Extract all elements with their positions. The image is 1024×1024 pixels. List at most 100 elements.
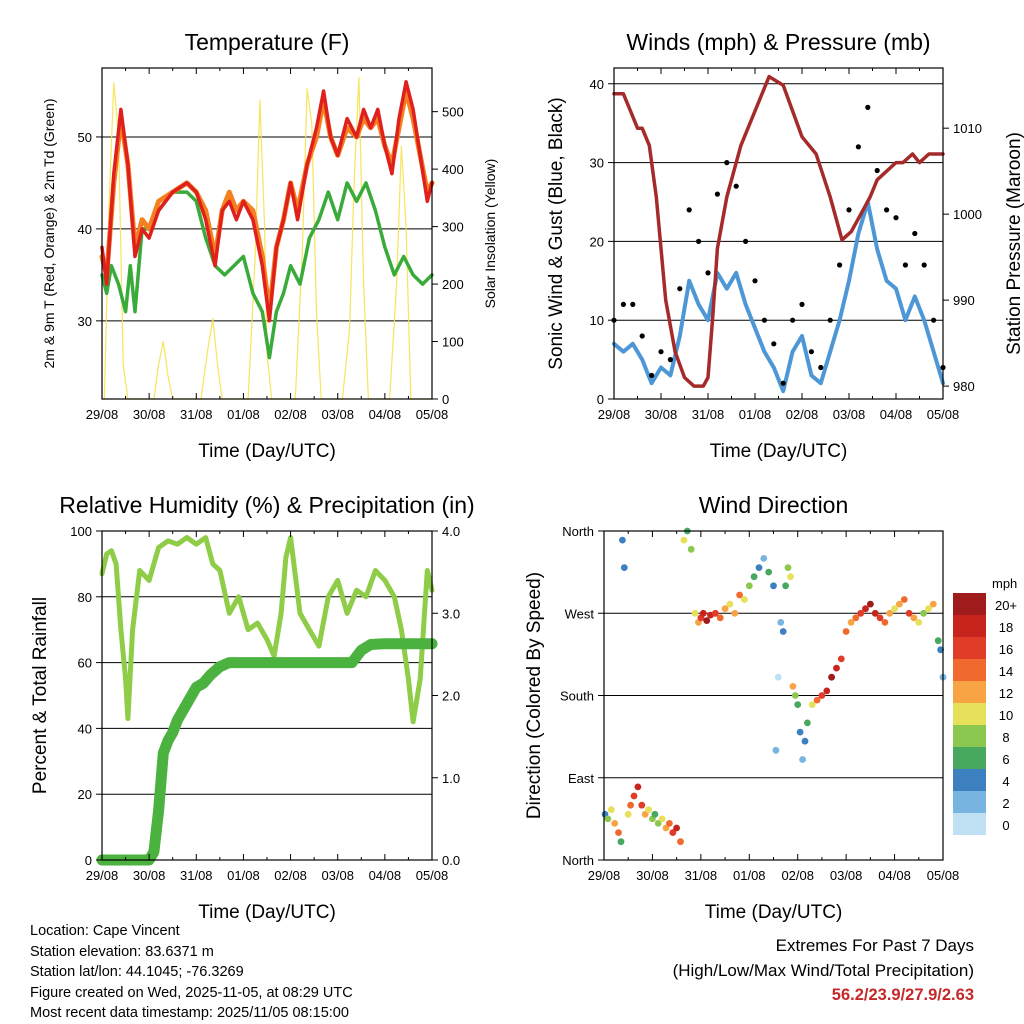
direction-xtick-label: 30/08 [636, 868, 669, 883]
winds-ytick-label: 20 [590, 234, 604, 249]
winds-xtick-label: 05/08 [927, 407, 960, 422]
humidity-ylabel: Percent & Total Rainfall [30, 597, 51, 794]
direction-point [638, 801, 646, 809]
gust-point [912, 230, 918, 237]
direction-ytick-label: South [560, 689, 594, 704]
direction-point [619, 536, 626, 544]
colorbar-swatch [953, 769, 986, 791]
direction-point [787, 573, 794, 581]
colorbar-swatch [953, 615, 986, 637]
gust-point [921, 262, 927, 268]
colorbar-label: 2 [1002, 796, 1009, 811]
direction-point [607, 806, 615, 814]
humidity-y2tick-label: 4.0 [442, 524, 460, 539]
direction-point [765, 568, 773, 576]
gust-point [827, 317, 833, 323]
colorbar-swatch [953, 725, 986, 747]
gust-point [743, 238, 749, 244]
direction-ytick-label: West [565, 606, 595, 621]
humidity-xtick-label: 31/08 [180, 868, 213, 883]
station-elevation: Station elevation: 83.6371 m [30, 943, 214, 960]
gust-point [658, 349, 664, 355]
direction-point [721, 605, 729, 613]
humidity-xtick-label: 01/08 [227, 868, 260, 883]
temperature-xlabel: Time (Day/UTC) [198, 441, 336, 462]
colorbar-swatch [953, 813, 986, 835]
direction-point [627, 801, 634, 809]
colorbar-label: 6 [1002, 752, 1009, 767]
winds-xtick-label: 02/08 [786, 407, 819, 422]
winds-y2label: Station Pressure (Maroon) [1004, 132, 1024, 355]
humidity-y2tick-label: 1.0 [442, 771, 460, 786]
colorbar-label: 0 [1002, 818, 1009, 833]
gust-point [799, 301, 805, 307]
gust-point [724, 160, 730, 166]
humidity-xtick-label: 29/08 [86, 868, 119, 883]
gust-point [780, 380, 786, 386]
extremes-values: 56.2/23.9/27.9/2.63 [831, 986, 974, 1004]
direction-ytick-label: North [562, 524, 594, 539]
gust-point [818, 364, 824, 371]
total-precipitation-line [96, 638, 438, 866]
gust-point [874, 167, 880, 174]
gust-point [855, 144, 862, 150]
direction-point [745, 582, 753, 590]
direction-point [624, 810, 632, 818]
direction-ytick-label: East [568, 771, 594, 786]
direction-point [796, 728, 804, 736]
gust-point [931, 317, 937, 323]
colorbar-title: mph [992, 576, 1017, 591]
humidity-ytick-label: 60 [78, 656, 92, 671]
direction-point [726, 600, 734, 608]
gust-point [705, 270, 711, 276]
colorbar-label: 16 [999, 642, 1013, 657]
t2m-line [100, 80, 434, 323]
station-pressure-line [612, 74, 945, 388]
direction-point [789, 683, 797, 690]
colorbar-label: 12 [999, 686, 1013, 701]
winds-ytick-label: 30 [590, 156, 604, 171]
humidity-y2tick-label: 3.0 [442, 606, 460, 621]
direction-point [837, 655, 845, 663]
winds-ylabel: Sonic Wind & Gust (Blue, Black) [546, 97, 567, 369]
station-location: Location: Cape Vincent [30, 923, 180, 939]
gust-point [771, 341, 777, 347]
winds-xlabel: Time (Day/UTC) [710, 441, 848, 462]
direction-point [929, 600, 937, 608]
colorbar-label: 14 [999, 664, 1013, 679]
humidity-ytick-label: 40 [78, 721, 92, 736]
colorbar-label: 20+ [995, 598, 1017, 613]
temperature-y2tick-label: 0 [442, 392, 449, 407]
temperature-y2tick-label: 200 [442, 277, 464, 292]
winds-xtick-label: 04/08 [880, 407, 913, 422]
station-latlon: Station lat/lon: 44.1045; -76.3269 [30, 964, 244, 981]
station-info: Location: Cape Vincent Station elevation… [30, 921, 353, 1024]
direction-point [760, 555, 768, 562]
direction-point [799, 756, 806, 763]
winds-ytick-label: 0 [597, 392, 604, 407]
direction-point [782, 582, 789, 590]
direction-point [774, 673, 782, 681]
direction-point [604, 815, 612, 823]
direction-point [779, 628, 787, 635]
relative-humidity-line [99, 535, 435, 725]
direction-point [777, 619, 785, 626]
direction-point [857, 609, 865, 617]
colorbar-swatch [953, 747, 986, 769]
winds-xtick-label: 03/08 [833, 407, 866, 422]
direction-point [818, 692, 826, 699]
gust-point [837, 262, 843, 268]
direction-ylabel: Direction (Colored By Speed) [524, 572, 545, 819]
t9m-line [99, 88, 435, 315]
direction-point [731, 609, 739, 617]
direction-point [891, 605, 898, 613]
winds-frame [613, 67, 944, 400]
humidity-xtick-label: 30/08 [133, 868, 166, 883]
winds-xtick-label: 30/08 [645, 407, 678, 422]
figure-created: Figure created on Wed, 2025-11-05, at 08… [30, 984, 353, 1001]
temperature-xtick-label: 04/08 [369, 407, 402, 422]
direction-point [687, 545, 695, 553]
dewpoint-line [100, 181, 434, 360]
direction-ytick-label: North [562, 853, 594, 868]
